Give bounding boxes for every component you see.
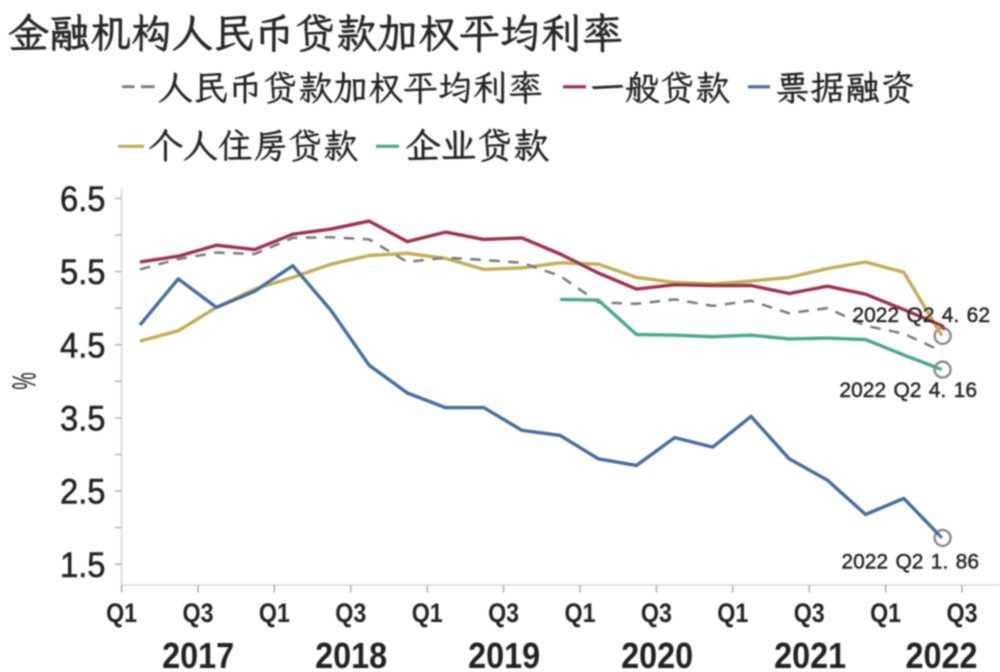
svg-text:6.5: 6.5 (60, 180, 106, 219)
svg-text:Q1: Q1 (106, 598, 137, 628)
svg-text:Q3: Q3 (947, 598, 978, 628)
svg-text:5.5: 5.5 (60, 253, 106, 292)
svg-text:Q3: Q3 (183, 598, 214, 628)
svg-text:Q3: Q3 (794, 598, 825, 628)
svg-text:2020: 2020 (621, 635, 693, 672)
svg-text:3.5: 3.5 (60, 400, 106, 439)
svg-text:Q1: Q1 (259, 598, 290, 628)
svg-text:4.5: 4.5 (60, 326, 106, 365)
svg-text:1.5: 1.5 (60, 546, 106, 585)
svg-text:2021: 2021 (774, 635, 846, 672)
svg-text:Q1: Q1 (717, 598, 748, 628)
svg-text:Q1: Q1 (412, 598, 443, 628)
svg-text:2022: 2022 (906, 635, 978, 672)
svg-text:%: % (6, 372, 43, 390)
svg-text:2022 Q2 4. 62: 2022 Q2 4. 62 (852, 304, 990, 327)
svg-text:2019: 2019 (468, 635, 540, 672)
svg-text:Q3: Q3 (488, 598, 519, 628)
svg-text:2022 Q2 4. 16: 2022 Q2 4. 16 (839, 379, 977, 402)
svg-text:Q1: Q1 (565, 598, 596, 628)
svg-text:2018: 2018 (315, 635, 387, 672)
svg-text:2.5: 2.5 (60, 473, 106, 512)
svg-text:Q1: Q1 (870, 598, 901, 628)
svg-text:2017: 2017 (162, 635, 234, 672)
svg-text:Q3: Q3 (641, 598, 672, 628)
svg-text:Q3: Q3 (335, 598, 366, 628)
svg-text:2022 Q2 1. 86: 2022 Q2 1. 86 (841, 551, 979, 574)
